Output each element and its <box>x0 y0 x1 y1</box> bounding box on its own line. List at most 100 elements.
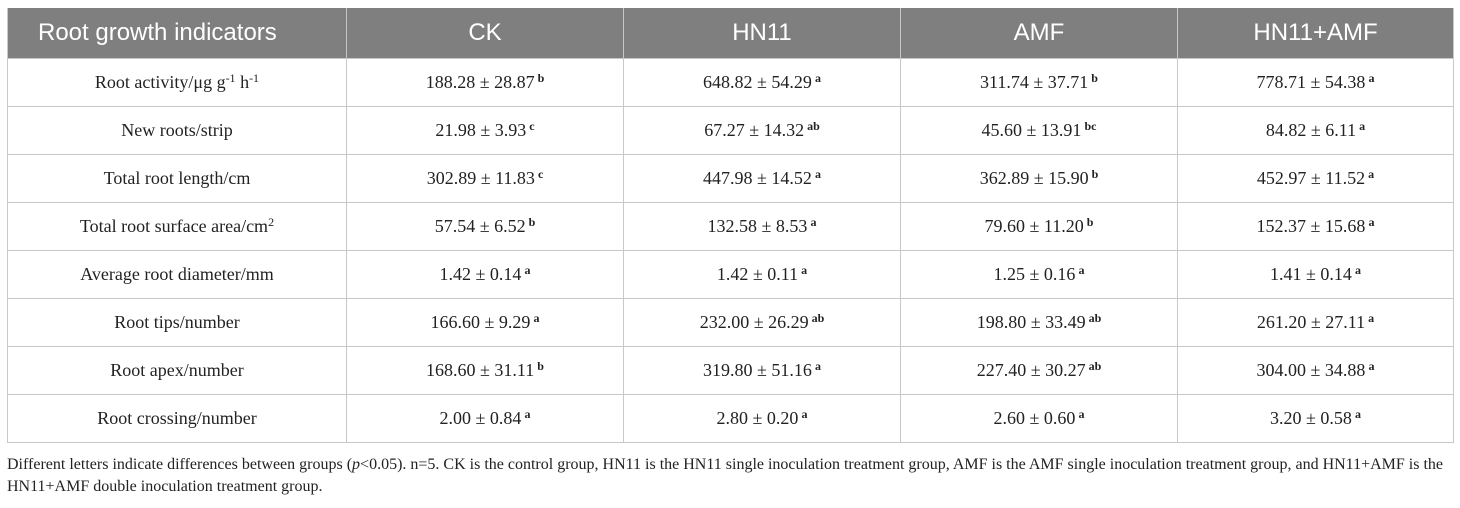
table-cell: 319.80 ± 51.16 a <box>623 346 901 395</box>
cell-value: 57.54 ± 6.52 <box>434 216 526 236</box>
row-label-text: Total root surface area/cm <box>79 216 269 236</box>
table-row: Total root surface area/cm2 57.54 ± 6.52 b… <box>7 202 1454 251</box>
cell-value: 319.80 ± 51.16 <box>703 360 812 380</box>
cell-value: 132.58 ± 8.53 <box>707 216 808 236</box>
cell-value: 1.41 ± 0.14 <box>1270 264 1352 284</box>
header-amf: AMF <box>900 8 1178 59</box>
table-row: Root activity/μg g-1 h-1 188.28 ± 28.87 b 6… <box>7 58 1454 107</box>
cell-value: 302.89 ± 11.83 <box>426 168 535 188</box>
row-label-text: New roots/strip <box>121 120 233 140</box>
table-cell: 152.37 ± 15.68 a <box>1177 202 1454 251</box>
header-ck: CK <box>346 8 624 59</box>
table-cell: 648.82 ± 54.29 a <box>623 58 901 107</box>
table-cell: 79.60 ± 11.20 b <box>900 202 1178 251</box>
table-cell: 1.41 ± 0.14 a <box>1177 250 1454 299</box>
table-row: Total root length/cm 302.89 ± 11.83 c 447.9… <box>7 154 1454 203</box>
row-label-superscript: -1 <box>225 71 236 85</box>
significance-letter: a <box>1359 119 1366 133</box>
cell-value: 778.71 ± 54.38 <box>1256 72 1366 92</box>
table-cell: 362.89 ± 15.90 b <box>900 154 1178 203</box>
cell-value: 2.60 ± 0.60 <box>993 408 1076 428</box>
cell-value: 2.00 ± 0.84 <box>439 408 522 428</box>
table-cell: 3.20 ± 0.58 a <box>1177 394 1454 443</box>
significance-letter: b <box>1086 215 1094 229</box>
significance-letter: ab <box>1088 311 1102 325</box>
table-row: New roots/strip 21.98 ± 3.93 c 67.27 ± 14.3… <box>7 106 1454 155</box>
footnote-text-start: Different letters indicate differences b… <box>7 456 353 473</box>
table-cell: 261.20 ± 27.11 a <box>1177 298 1454 347</box>
cell-value: 227.40 ± 30.27 <box>976 360 1086 380</box>
table-cell: 447.98 ± 14.52 a <box>623 154 901 203</box>
table-cell: 21.98 ± 3.93 c <box>346 106 624 155</box>
row-label: Root crossing/number <box>7 394 347 443</box>
table-cell: 1.42 ± 0.11 a <box>623 250 901 299</box>
header-indicators: Root growth indicators <box>7 8 347 59</box>
significance-letter: a <box>524 407 531 421</box>
row-label-text: Root tips/number <box>114 312 240 332</box>
cell-value: 188.28 ± 28.87 <box>425 72 535 92</box>
header-hn11-amf: HN11+AMF <box>1177 8 1454 59</box>
cell-value: 45.60 ± 13.91 <box>981 120 1082 140</box>
row-label: Total root surface area/cm2 <box>7 202 347 251</box>
significance-letter: c <box>537 167 544 181</box>
table-row: Average root diameter/mm 1.42 ± 0.14 a 1.42… <box>7 250 1454 299</box>
significance-letter: a <box>524 263 531 277</box>
table-cell: 168.60 ± 31.11 b <box>346 346 624 395</box>
cell-value: 362.89 ± 15.90 <box>979 168 1089 188</box>
cell-value: 166.60 ± 9.29 <box>430 312 531 332</box>
cell-value: 152.37 ± 15.68 <box>1256 216 1366 236</box>
table-cell: 45.60 ± 13.91 bc <box>900 106 1178 155</box>
significance-letter: ab <box>1088 359 1102 373</box>
significance-letter: c <box>529 119 535 133</box>
table-cell: 778.71 ± 54.38 a <box>1177 58 1454 107</box>
significance-letter: a <box>1368 167 1375 181</box>
cell-value: 261.20 ± 27.11 <box>1256 312 1366 332</box>
row-label: Average root diameter/mm <box>7 250 347 299</box>
significance-letter: a <box>1368 359 1375 373</box>
table-cell: 2.00 ± 0.84 a <box>346 394 624 443</box>
row-label-text-unit: h <box>235 72 250 92</box>
data-table-container: Root growth indicators CK HN11 AMF HN11+… <box>7 8 1454 443</box>
cell-value: 447.98 ± 14.52 <box>703 168 812 188</box>
significance-letter: b <box>537 359 544 373</box>
significance-letter: a <box>533 311 540 325</box>
significance-letter: a <box>814 167 821 181</box>
cell-value: 648.82 ± 54.29 <box>703 72 812 92</box>
table-cell: 198.80 ± 33.49 ab <box>900 298 1178 347</box>
table-body: Root activity/μg g-1 h-1 188.28 ± 28.87 b 6… <box>7 58 1454 443</box>
row-label-text: Root activity/μg g <box>94 72 226 92</box>
significance-letter: b <box>537 71 545 85</box>
table-cell: 132.58 ± 8.53 a <box>623 202 901 251</box>
cell-value: 304.00 ± 34.88 <box>1256 360 1366 380</box>
row-label-text: Total root length/cm <box>103 168 251 188</box>
footnote-text-end: <0.05). n=5. CK is the control group, HN… <box>7 456 1444 495</box>
table-cell: 166.60 ± 9.29 a <box>346 298 624 347</box>
significance-letter: a <box>1368 311 1375 325</box>
significance-letter: a <box>1354 407 1361 421</box>
cell-value: 3.20 ± 0.58 <box>1270 408 1352 428</box>
cell-value: 1.42 ± 0.11 <box>716 264 799 284</box>
cell-value: 311.74 ± 37.71 <box>980 72 1089 92</box>
row-label: Total root length/cm <box>7 154 347 203</box>
table-cell: 1.25 ± 0.16 a <box>900 250 1178 299</box>
significance-letter: a <box>1078 407 1085 421</box>
row-label-text: Root crossing/number <box>97 408 257 428</box>
cell-value: 67.27 ± 14.32 <box>704 120 805 140</box>
significance-letter: a <box>801 407 808 421</box>
table-cell: 311.74 ± 37.71 b <box>900 58 1178 107</box>
significance-letter: a <box>814 359 821 373</box>
significance-letter: a <box>814 71 821 85</box>
cell-value: 232.00 ± 26.29 <box>699 312 809 332</box>
significance-letter: a <box>1078 263 1085 277</box>
table-cell: 304.00 ± 34.88 a <box>1177 346 1454 395</box>
cell-value: 21.98 ± 3.93 <box>435 120 527 140</box>
row-label-text: Root apex/number <box>110 360 244 380</box>
significance-letter: a <box>1368 71 1375 85</box>
table-cell: 452.97 ± 11.52 a <box>1177 154 1454 203</box>
row-label: Root apex/number <box>7 346 347 395</box>
root-growth-table: Root growth indicators CK HN11 AMF HN11+… <box>7 8 1454 443</box>
significance-letter: ab <box>811 311 825 325</box>
table-cell: 188.28 ± 28.87 b <box>346 58 624 107</box>
row-label-text: Average root diameter/mm <box>80 264 274 284</box>
table-row: Root crossing/number 2.00 ± 0.84 a 2.80 ± 0… <box>7 394 1454 443</box>
